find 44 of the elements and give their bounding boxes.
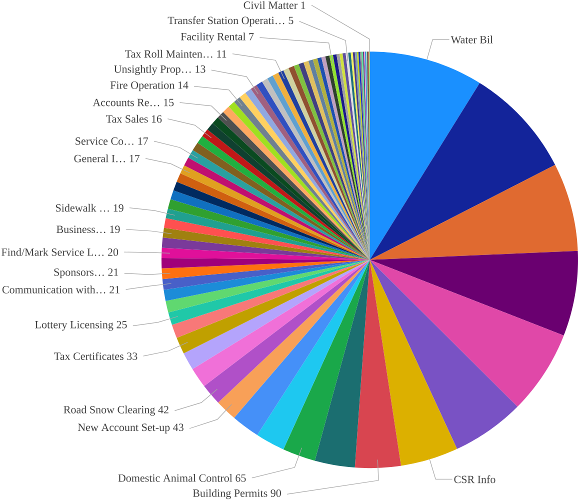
data-label: 11	[217, 50, 226, 58]
slice-label: CSR Info	[454, 475, 496, 483]
slice-label: Transfer Station Operati…	[168, 16, 284, 26]
slice-label: Civil Matter	[244, 1, 298, 9]
data-label: 1	[301, 1, 306, 9]
slice-label: General I…	[74, 154, 125, 162]
data-label: 90	[270, 489, 281, 497]
data-label: 13	[196, 65, 206, 73]
data-label: 5	[288, 16, 294, 24]
slice-label: Water Bil	[450, 35, 493, 44]
slice-label: Tax Roll Mainten…	[125, 50, 212, 58]
slice-label: Lottery Licensing	[35, 320, 114, 330]
data-label: 14	[178, 81, 188, 89]
data-label: 20	[108, 248, 118, 256]
slice-label: Accounts Re…	[92, 98, 160, 106]
data-label: 21	[108, 268, 118, 276]
slice-label: Fire Operation	[110, 81, 175, 91]
slice-label: Facility Rental	[180, 32, 246, 42]
data-label: 16	[152, 115, 162, 122]
data-label: 15	[164, 98, 174, 106]
data-label: 17	[138, 137, 148, 145]
slice-label: Business…	[56, 225, 106, 233]
data-label: 33	[127, 352, 138, 360]
slice-label: Service Co…	[76, 137, 134, 145]
slice-label: Road Snow Clearing	[64, 405, 156, 416]
slice-label: Unsightly Prop…	[114, 64, 191, 75]
data-label: 42	[158, 406, 168, 414]
data-label: 17	[130, 154, 140, 162]
data-label: 19	[110, 225, 120, 233]
data-label: 7	[249, 32, 254, 40]
slice-label: Sponsors…	[54, 268, 104, 278]
slice-label: Find/Mark Service L…	[2, 248, 104, 256]
slice-label: New Account Set-up	[78, 423, 170, 434]
data-label: 43	[173, 423, 184, 431]
data-label: 19	[114, 204, 124, 212]
data-label: 25	[116, 320, 127, 328]
slice-label: Tax Sales	[106, 114, 148, 122]
slice-label: Tax Certificates	[54, 352, 124, 360]
data-label: 65	[236, 474, 246, 482]
slice-label: Building Permits	[192, 488, 268, 499]
slice-label: Communication with…	[2, 285, 106, 294]
slice-label: Domestic Animal Control	[118, 474, 232, 482]
slice-label: Sidewalk …	[56, 204, 109, 212]
data-label: 21	[110, 286, 120, 294]
